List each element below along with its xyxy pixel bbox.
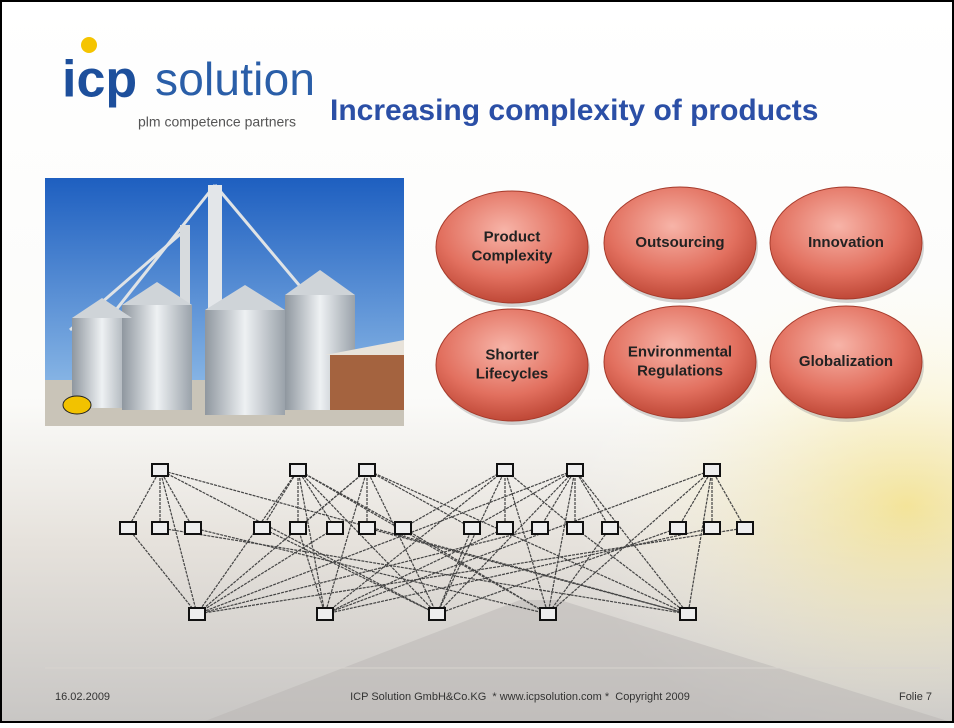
network-node [670,522,686,534]
network-node [464,522,480,534]
network-node [254,522,270,534]
network-node [497,522,513,534]
network-node [152,464,168,476]
footer-center: ICP Solution GmbH&Co.KG * www.icpsolutio… [350,691,690,703]
oval-label: Regulations [637,362,723,379]
network-node [680,608,696,620]
oval-label: Shorter [485,346,539,363]
ovals: Product Complexity Outsourcing Innovation Sh… [436,187,924,425]
logo-main: icp [62,51,137,109]
network-node [317,608,333,620]
network-node [737,522,753,534]
title: Increasing complexity of products [330,94,818,127]
network-node [290,464,306,476]
network-node [359,522,375,534]
network-node [152,522,168,534]
network-node [185,522,201,534]
network-node [395,522,411,534]
network-node [497,464,513,476]
oval-label: Globalization [799,353,893,370]
page: icp solution plm competence partners Inc… [0,0,954,723]
network-node [429,608,445,620]
oval-label: Product [484,228,541,245]
oval-label: Environmental [628,343,732,360]
network-node [290,522,306,534]
oval-label: Outsourcing [635,234,724,251]
network-node [704,522,720,534]
slide: icp solution plm competence partners Inc… [0,0,954,723]
oval-label: Lifecycles [476,365,549,382]
network-node [602,522,618,534]
network-node [327,522,343,534]
footer-page: Folie 7 [899,691,932,703]
network-node [120,522,136,534]
network-node [532,522,548,534]
network-node [189,608,205,620]
tagline: plm competence partners [138,114,296,130]
oval-label: Innovation [808,234,884,251]
network-node [359,464,375,476]
logo-sub: solution [155,53,315,105]
network-node [567,522,583,534]
network-node [540,608,556,620]
silo-photo [45,178,404,426]
footer-date: 16.02.2009 [55,691,110,703]
oval-label: Complexity [472,247,554,264]
network-node [567,464,583,476]
network-node [704,464,720,476]
